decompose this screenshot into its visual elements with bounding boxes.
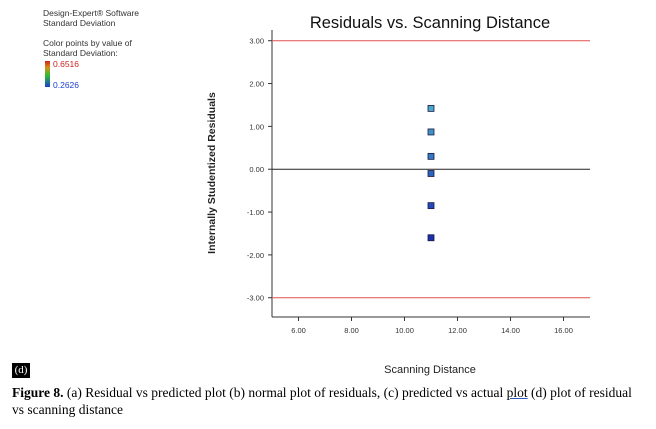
residual-point [427, 202, 435, 210]
residual-point [427, 170, 435, 177]
y-tick-label: 0.00 [249, 165, 264, 174]
figure-caption: Figure 8. (a) Residual vs predicted plot… [12, 384, 642, 418]
color-legend: Color points by value of Standard Deviat… [43, 38, 132, 58]
color-legend-label-1: Color points by value of [43, 38, 132, 48]
residual-point [427, 104, 435, 112]
x-tick-label: 12.00 [448, 326, 467, 335]
x-tick-label: 6.00 [291, 326, 306, 335]
caption-text-b: (d) plot of residual vs scanning distanc… [12, 385, 632, 417]
residual-point [427, 234, 435, 242]
y-tick-label: -2.00 [247, 251, 264, 260]
residual-point [427, 128, 435, 136]
software-info: Design-Expert® Software Standard Deviati… [43, 8, 139, 28]
color-legend-label-2: Standard Deviation: [43, 47, 118, 58]
y-tick-label: -3.00 [247, 294, 264, 303]
y-axis-label: Internally Studentized Residuals [206, 92, 218, 254]
y-tick-label: -1.00 [247, 208, 264, 217]
y-tick-label: 3.00 [249, 37, 264, 46]
figure-number: Figure 8. [12, 385, 64, 400]
software-name: Design-Expert® Software [43, 8, 140, 18]
x-axis-label: Scanning Distance [384, 364, 476, 376]
x-tick-label: 14.00 [501, 326, 520, 335]
x-tick-label: 8.00 [344, 326, 359, 335]
x-tick-label: 10.00 [395, 326, 414, 335]
caption-text-a: (a) Residual vs predicted plot (b) norma… [63, 385, 507, 400]
y-tick-label: 1.00 [249, 122, 264, 131]
color-legend-min: 0.2626 [53, 80, 79, 90]
y-tick-label: 2.00 [249, 80, 264, 89]
points-layer [427, 104, 435, 242]
color-bar [45, 61, 50, 87]
chart-title: Residuals vs. Scanning Distance [310, 14, 550, 32]
color-legend-max: 0.6516 [53, 59, 79, 69]
axes-layer: 3.00 2.00 1.00 0.00 -1.00 -2.00 -3.00 6.00 8.00 1… [247, 30, 590, 335]
panel-label: (d) [12, 363, 30, 378]
residual-point [427, 152, 435, 160]
response-name: Standard Deviation [43, 18, 116, 28]
caption-text-plot: plot [506, 385, 528, 400]
x-tick-label: 16.00 [554, 326, 573, 335]
